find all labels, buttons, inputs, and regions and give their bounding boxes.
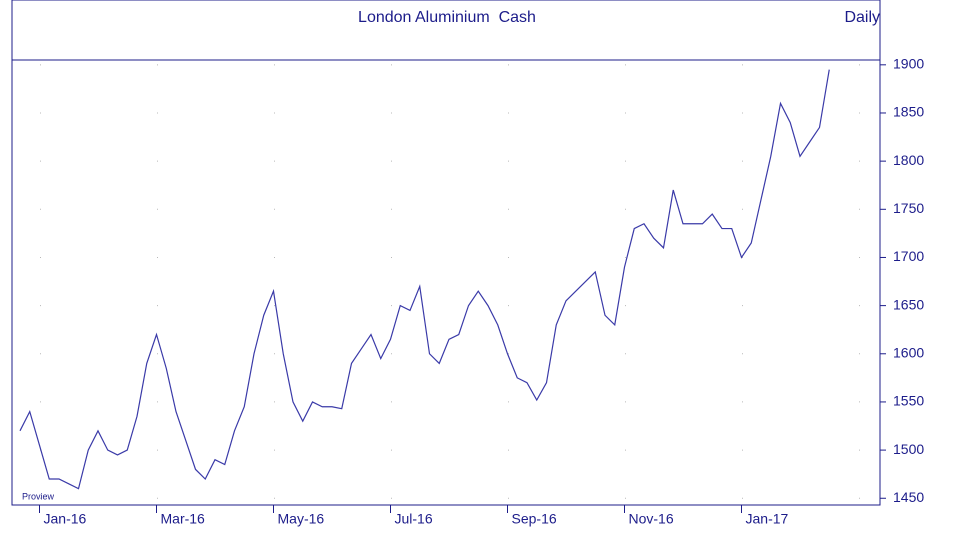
- y-tick-label: 1900: [893, 56, 924, 72]
- y-tick-label: 1650: [893, 296, 924, 312]
- frame: [11, 0, 881, 506]
- x-tick-label: Sep-16: [512, 511, 557, 527]
- x-tick-label: Jul-16: [395, 511, 433, 527]
- y-tick-label: 1800: [893, 152, 924, 168]
- y-tick-label: 1450: [893, 489, 924, 505]
- annotation: Proview: [22, 491, 55, 501]
- chart-subtitle: Daily: [844, 9, 880, 26]
- chart-title: London Aluminium Cash: [358, 9, 536, 26]
- x-tick-label: Mar-16: [161, 511, 206, 527]
- y-tick-label: 1850: [893, 104, 924, 120]
- y-tick-label: 1750: [893, 200, 924, 216]
- x-tick-label: Jan-16: [44, 511, 87, 527]
- x-tick-label: Jan-17: [746, 511, 789, 527]
- line-series: [19, 69, 830, 490]
- x-tick-label: May-16: [278, 511, 325, 527]
- x-tick-label: Nov-16: [629, 511, 674, 527]
- y-tick-label: 1550: [893, 393, 924, 409]
- y-tick-label: 1600: [893, 344, 924, 360]
- y-tick-label: 1700: [893, 248, 924, 264]
- y-tick-label: 1500: [893, 441, 924, 457]
